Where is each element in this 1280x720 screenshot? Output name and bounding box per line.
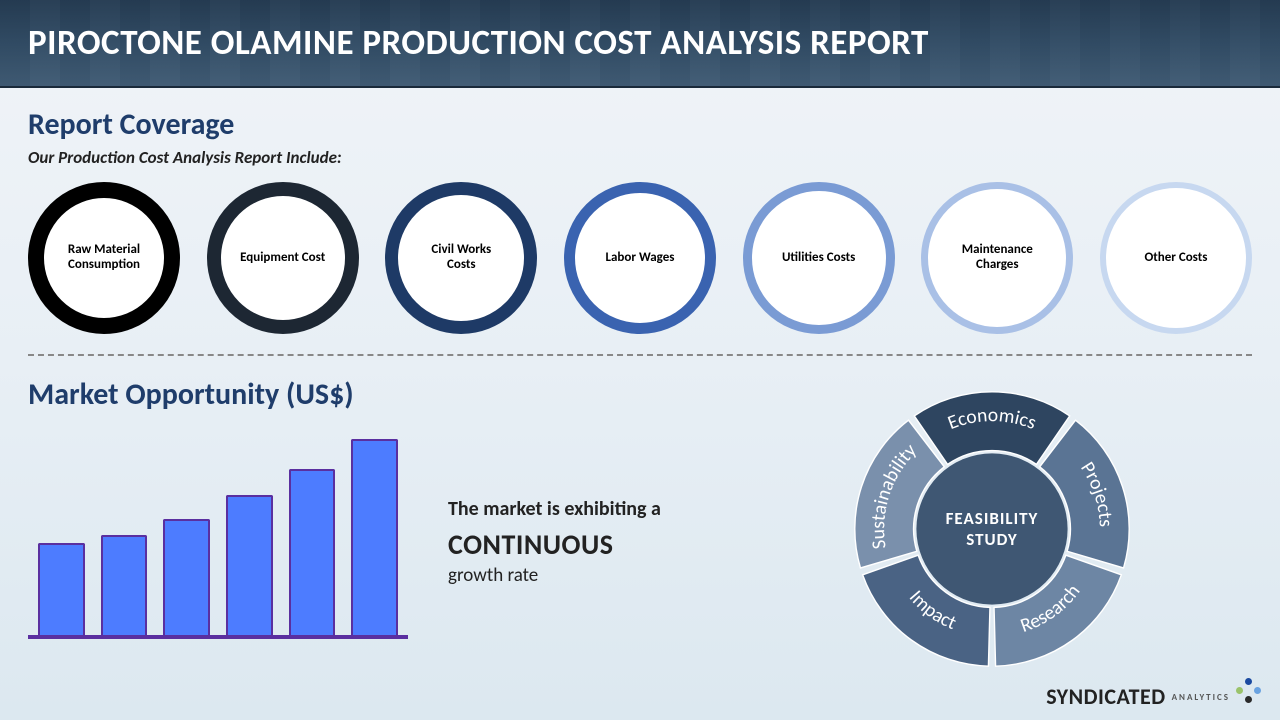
content-area: Report Coverage Our Production Cost Anal… xyxy=(0,88,1280,669)
coverage-section: Report Coverage Our Production Cost Anal… xyxy=(28,106,1252,334)
coverage-circle: Civil Works Costs xyxy=(385,182,537,334)
bar-chart xyxy=(28,417,428,639)
chart-bar xyxy=(101,535,148,639)
growth-line-2: CONTINUOUS xyxy=(448,527,778,562)
coverage-circle: Other Costs xyxy=(1100,182,1252,334)
lower-row: The market is exhibiting a CONTINUOUS gr… xyxy=(28,417,1252,669)
chart-bar xyxy=(163,519,210,639)
growth-line-1: The market is exhibiting a xyxy=(448,497,778,521)
logo-main-text: SYNDICATED xyxy=(1046,683,1165,710)
coverage-circle: Labor Wages xyxy=(564,182,716,334)
chart-baseline xyxy=(28,635,408,639)
market-section: Market Opportunity (US$) The market is e… xyxy=(28,376,1252,669)
coverage-subtitle: Our Production Cost Analysis Report Incl… xyxy=(28,147,1252,168)
feasibility-wheel: EconomicsProjectsResearchImpactSustainab… xyxy=(852,389,1132,669)
section-divider xyxy=(28,354,1252,356)
wheel-center-label: FEASIBILITYSTUDY xyxy=(946,508,1039,551)
growth-text-block: The market is exhibiting a CONTINUOUS gr… xyxy=(448,417,778,587)
coverage-title: Report Coverage xyxy=(28,106,1252,143)
chart-bar xyxy=(351,439,398,639)
coverage-circle: Equipment Cost xyxy=(207,182,359,334)
feasibility-wheel-col: EconomicsProjectsResearchImpactSustainab… xyxy=(852,417,1152,669)
chart-bar xyxy=(289,469,336,639)
page-title: PIROCTONE OLAMINE PRODUCTION COST ANALYS… xyxy=(28,22,929,64)
chart-bar xyxy=(226,495,273,639)
logo-sub-text: ANALYTICS xyxy=(1172,692,1230,703)
logo-dots-icon xyxy=(1236,678,1262,704)
coverage-circle: Maintenance Charges xyxy=(921,182,1073,334)
coverage-circle: Utilities Costs xyxy=(743,182,895,334)
coverage-circle: Raw Material Consumption xyxy=(28,182,180,334)
header-band: PIROCTONE OLAMINE PRODUCTION COST ANALYS… xyxy=(0,0,1280,88)
brand-logo: SYNDICATED ANALYTICS xyxy=(1046,678,1262,710)
chart-bar xyxy=(38,543,85,639)
bars-container xyxy=(38,429,398,639)
growth-line-3: growth rate xyxy=(448,564,778,587)
coverage-circles-row: Raw Material ConsumptionEquipment CostCi… xyxy=(28,182,1252,334)
